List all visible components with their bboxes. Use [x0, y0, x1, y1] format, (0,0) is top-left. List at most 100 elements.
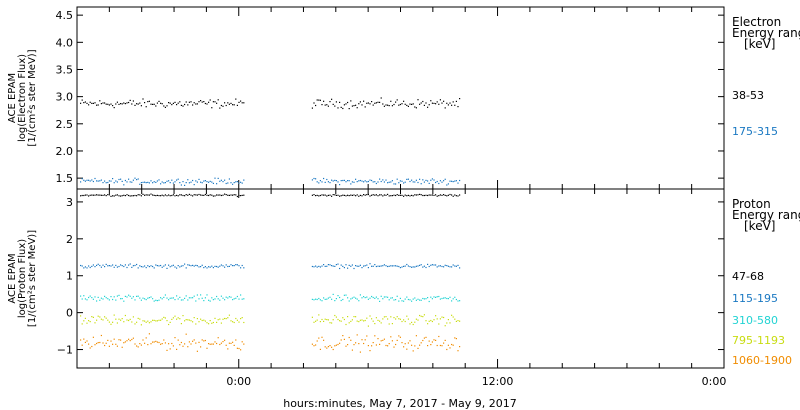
data-point — [180, 184, 182, 186]
data-point — [385, 104, 387, 106]
data-point — [430, 194, 432, 196]
data-point — [198, 298, 200, 300]
data-point — [161, 318, 163, 320]
data-point — [235, 98, 237, 100]
data-point — [132, 337, 134, 339]
data-point — [321, 318, 323, 321]
data-point — [185, 333, 187, 335]
data-point — [190, 297, 192, 299]
data-point — [382, 179, 384, 181]
data-point — [120, 298, 122, 300]
data-point — [431, 298, 433, 300]
data-point — [380, 97, 382, 99]
data-point — [208, 323, 210, 325]
data-point — [193, 339, 195, 341]
data-point — [134, 323, 136, 325]
data-point — [342, 317, 344, 319]
data-point — [216, 265, 218, 268]
data-point — [83, 338, 85, 340]
data-point — [118, 318, 120, 320]
data-point — [209, 194, 211, 196]
data-point — [155, 340, 157, 342]
data-point — [241, 194, 243, 196]
data-point — [431, 264, 433, 266]
data-point — [163, 296, 165, 298]
data-point — [406, 315, 408, 317]
data-point — [348, 195, 350, 197]
data-point — [100, 318, 102, 320]
data-point — [363, 194, 365, 196]
data-point — [444, 178, 446, 180]
data-point — [182, 299, 184, 301]
data-point — [436, 266, 438, 268]
data-point — [115, 299, 117, 301]
data-point — [313, 266, 315, 268]
data-point — [380, 295, 382, 297]
data-point — [347, 194, 349, 196]
data-point — [340, 106, 342, 108]
data-point — [329, 296, 331, 298]
data-point — [350, 320, 352, 322]
data-point — [188, 182, 190, 184]
data-point — [454, 194, 456, 196]
data-point — [179, 296, 181, 298]
data-point — [115, 264, 117, 266]
data-point — [318, 182, 320, 184]
data-point — [351, 264, 353, 266]
data-point — [171, 179, 173, 181]
data-point — [89, 321, 91, 323]
data-point — [100, 103, 102, 105]
data-point — [201, 319, 203, 322]
data-point — [316, 194, 318, 196]
data-point — [80, 102, 82, 104]
data-point — [406, 296, 408, 298]
data-point — [225, 264, 227, 266]
data-point — [155, 320, 157, 322]
data-point — [182, 181, 184, 183]
data-point — [195, 103, 197, 105]
data-point — [123, 342, 125, 344]
data-point — [459, 320, 461, 322]
data-point — [220, 322, 222, 324]
data-point — [156, 265, 158, 267]
data-point — [449, 102, 451, 104]
data-point — [343, 294, 345, 296]
data-point — [105, 103, 107, 105]
data-point — [208, 181, 210, 183]
data-point — [447, 319, 449, 321]
data-point — [364, 319, 366, 322]
data-point — [108, 194, 110, 196]
data-point — [441, 181, 443, 183]
data-point — [174, 101, 176, 103]
data-point — [414, 194, 416, 196]
data-point — [337, 343, 339, 346]
data-point — [340, 320, 342, 322]
data-point — [128, 101, 130, 104]
data-point — [366, 317, 368, 319]
x-axis-label: hours:minutes, May 7, 2017 - May 9, 2017 — [283, 397, 517, 410]
data-point — [126, 102, 128, 104]
data-point — [107, 265, 109, 267]
series-115-195 — [80, 263, 461, 270]
data-point — [423, 181, 425, 183]
legend-entry-47-68: 47-68 — [732, 270, 764, 283]
data-point — [132, 296, 134, 298]
data-point — [225, 296, 227, 298]
data-point — [345, 195, 347, 197]
data-point — [136, 295, 138, 297]
data-point — [150, 103, 152, 105]
data-point — [411, 103, 413, 105]
data-point — [81, 344, 83, 346]
data-point — [211, 265, 213, 267]
data-point — [441, 345, 443, 347]
data-point — [391, 265, 393, 267]
data-point — [174, 195, 176, 197]
data-point — [439, 298, 441, 300]
data-point — [449, 180, 451, 182]
data-point — [145, 321, 147, 323]
data-point — [222, 341, 224, 343]
data-point — [313, 321, 315, 323]
data-point — [451, 300, 453, 302]
data-point — [121, 180, 123, 182]
data-point — [396, 339, 398, 341]
